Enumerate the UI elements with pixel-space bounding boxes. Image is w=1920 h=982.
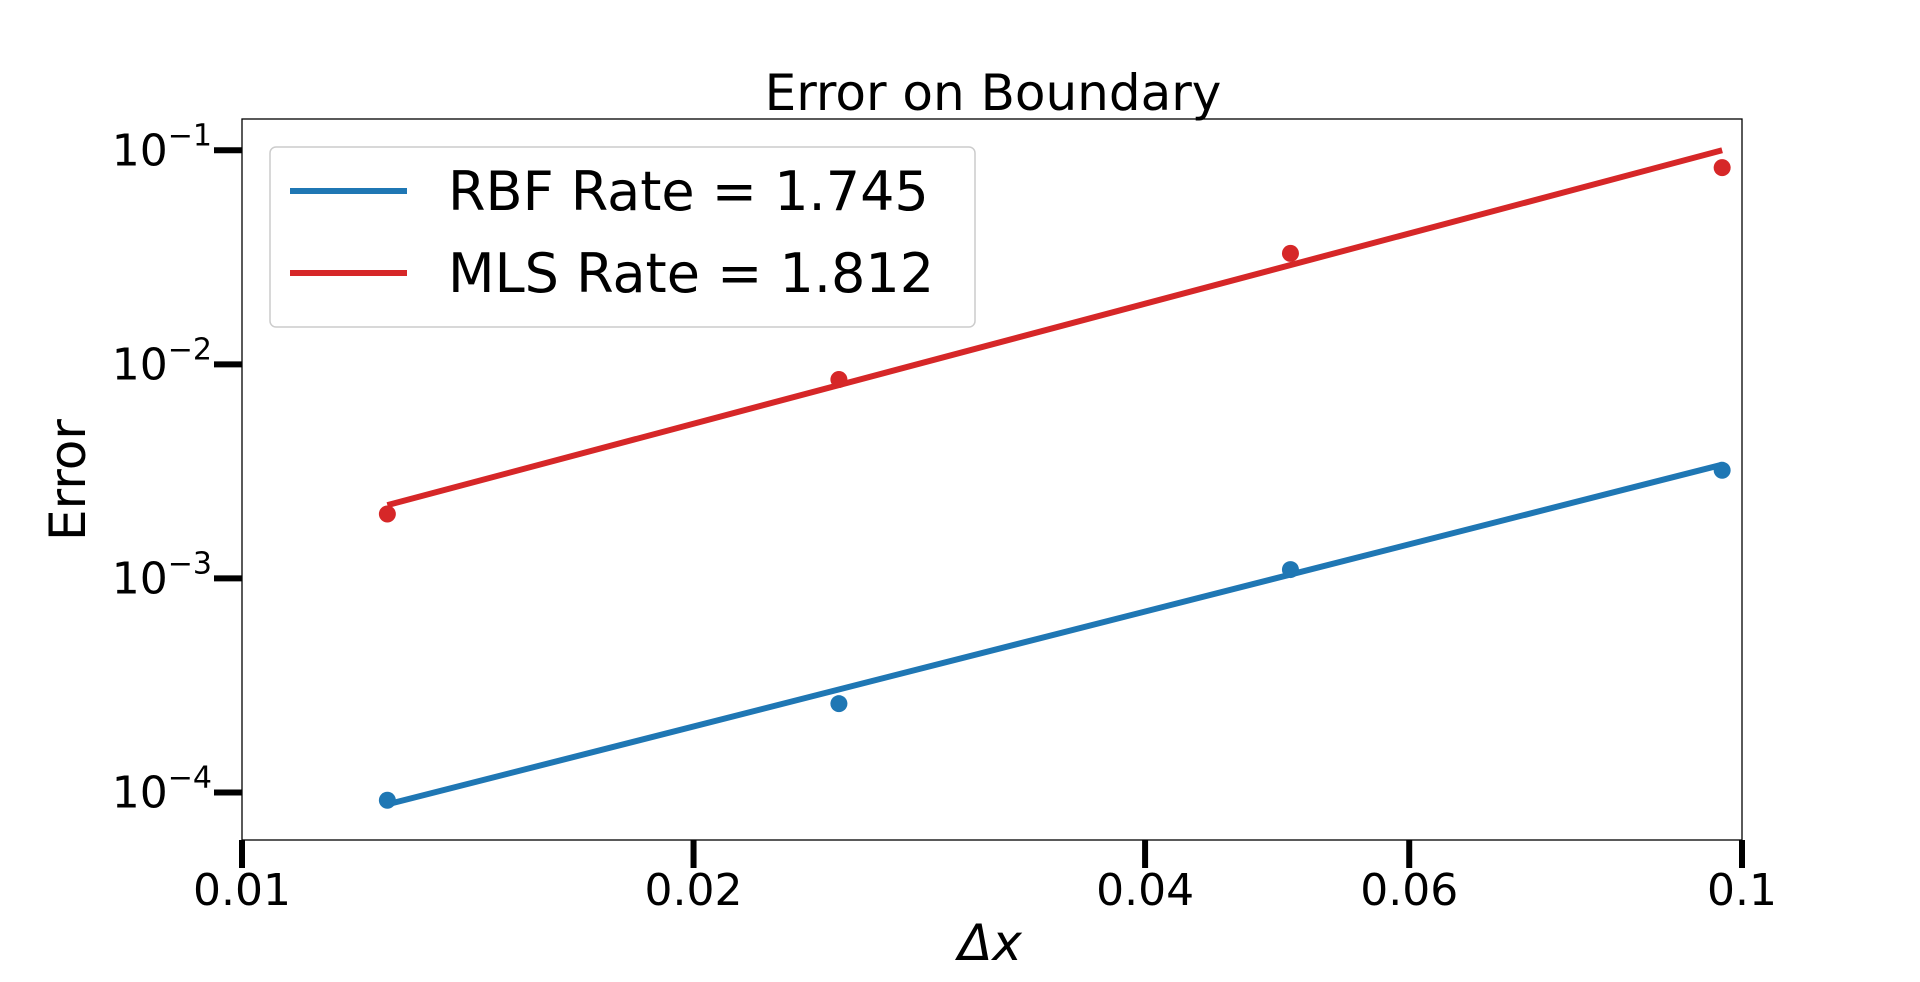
series-layer [378, 147, 1731, 809]
legend-box [269, 146, 976, 328]
y-axis-ticks: 10−4 10−3 10−2 10−1 [112, 118, 242, 819]
rbf-data-point-0 [378, 791, 396, 809]
mls-data-point-1 [830, 370, 848, 388]
legend-label-rbf: RBF Rate = 1.745 [448, 160, 929, 223]
y-tick-label-2: 10−2 [112, 332, 212, 390]
x-tick-label-1: 0.02 [645, 865, 743, 916]
rbf-data-point-2 [1281, 561, 1299, 579]
rbf-data-point-3 [1713, 461, 1731, 479]
mls-data-point-2 [1281, 244, 1299, 262]
y-tick-label-0: 10−4 [112, 761, 212, 819]
y-tick-label-1: 10−3 [112, 546, 212, 604]
rbf-fit-line [386, 461, 1723, 808]
legend: RBF Rate = 1.745 MLS Rate = 1.812 [269, 146, 976, 328]
x-tick-label-0: 0.01 [193, 865, 291, 916]
y-tick-label-3: 10−1 [112, 118, 212, 176]
mls-data-point-0 [378, 505, 396, 523]
y-axis-title: Error [39, 419, 97, 541]
plot-frame [241, 118, 1743, 841]
rbf-data-point-1 [830, 695, 848, 713]
x-axis-ticks: 0.01 0.02 0.04 0.06 0.1 [193, 840, 1777, 916]
legend-label-mls: MLS Rate = 1.812 [448, 242, 934, 305]
x-axis-title: Δx [954, 914, 1022, 972]
chart-title: Error on Boundary [765, 64, 1222, 122]
x-tick-label-3: 0.06 [1360, 865, 1458, 916]
x-tick-label-2: 0.04 [1096, 865, 1194, 916]
mls-data-point-3 [1713, 159, 1731, 177]
x-tick-label-4: 0.1 [1707, 865, 1777, 916]
mls-fit-line [386, 147, 1723, 509]
